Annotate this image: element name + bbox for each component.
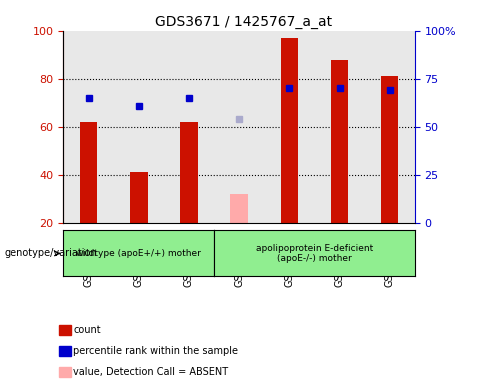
Text: value, Detection Call = ABSENT: value, Detection Call = ABSENT: [73, 367, 228, 377]
Text: percentile rank within the sample: percentile rank within the sample: [73, 346, 238, 356]
Bar: [230, 194, 248, 223]
Bar: [80, 122, 97, 223]
Bar: [331, 60, 348, 223]
Text: GDS3671 / 1425767_a_at: GDS3671 / 1425767_a_at: [156, 15, 332, 29]
Bar: [264, 31, 314, 223]
Bar: [180, 122, 198, 223]
Text: genotype/variation: genotype/variation: [5, 248, 98, 258]
Text: wildtype (apoE+/+) mother: wildtype (apoE+/+) mother: [76, 249, 201, 258]
Text: count: count: [73, 325, 101, 335]
Bar: [114, 31, 164, 223]
Text: apolipoprotein E-deficient
(apoE-/-) mother: apolipoprotein E-deficient (apoE-/-) mot…: [256, 244, 373, 263]
Bar: [130, 172, 147, 223]
Bar: [214, 31, 264, 223]
Bar: [63, 31, 114, 223]
Bar: [314, 31, 365, 223]
Bar: [281, 38, 298, 223]
Bar: [365, 31, 415, 223]
Bar: [164, 31, 214, 223]
Bar: [381, 76, 399, 223]
